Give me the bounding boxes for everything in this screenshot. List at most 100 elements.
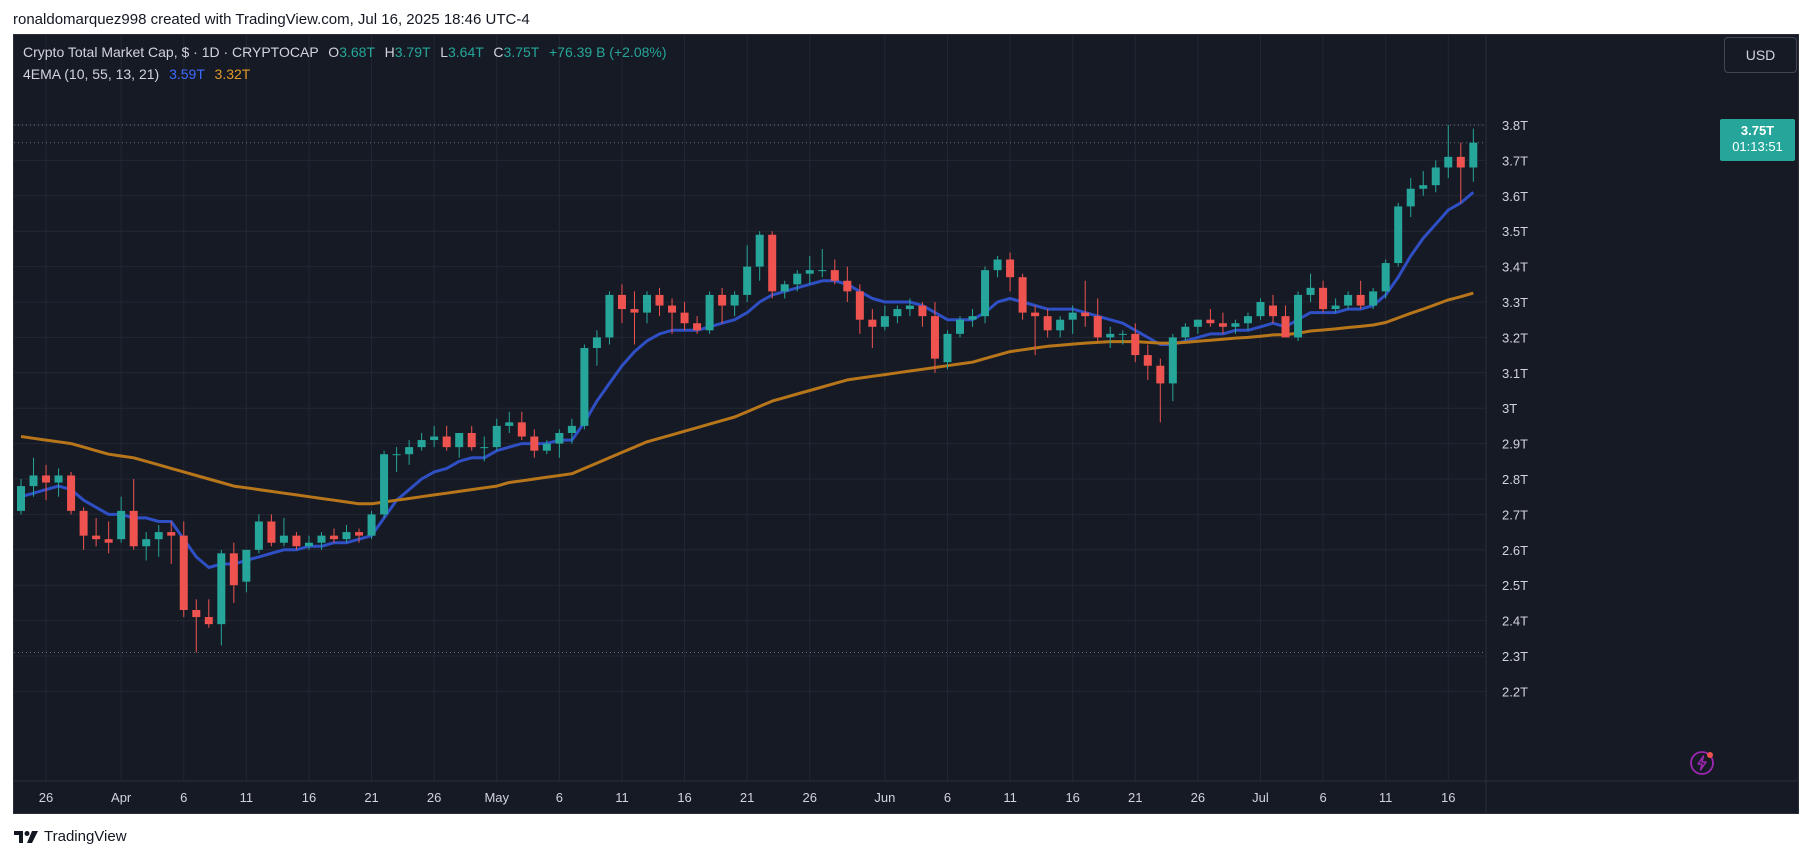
ema-fast-value: 3.59T — [169, 66, 205, 82]
lightning-icon[interactable] — [1688, 749, 1716, 777]
candle — [1269, 294, 1277, 324]
currency-button[interactable]: USD — [1724, 37, 1797, 73]
candle — [981, 266, 990, 324]
candle — [643, 291, 651, 324]
candle-body — [455, 432, 464, 448]
candle-body — [893, 309, 902, 317]
candle — [1056, 316, 1065, 338]
candle-body — [480, 447, 489, 449]
candle-body — [956, 319, 964, 334]
candle-body — [54, 475, 63, 483]
candle-body — [154, 532, 163, 540]
price-levels — [14, 124, 1486, 653]
price-chart[interactable]: 2.2T 2.3T 2.4T 2.5T 2.6T 2.7T 2.8T 2.9T 3T 3.1T 3.… — [14, 35, 1799, 814]
candle — [192, 599, 201, 653]
change-value: +76.39 B (+2.08%) — [548, 44, 667, 60]
candle-body — [1256, 302, 1265, 317]
candle — [843, 266, 852, 302]
candle-body — [392, 454, 401, 456]
candle-body — [843, 280, 852, 292]
candle — [142, 532, 151, 561]
candle-body — [930, 316, 939, 359]
candle-body — [442, 436, 451, 448]
candle-body — [1193, 319, 1202, 327]
x-tick-label: Jul — [1252, 790, 1269, 805]
candle-body — [1006, 259, 1015, 278]
candle-body — [1356, 294, 1365, 306]
candle — [1181, 323, 1190, 341]
candle — [1118, 330, 1127, 345]
candle-body — [868, 319, 877, 327]
candle — [1356, 280, 1365, 310]
last-price-label: 3.75T 01:13:51 — [1720, 119, 1795, 161]
y-tick-label: 3.6T — [1502, 189, 1528, 204]
x-tick-label: Apr — [111, 790, 132, 805]
candle-body — [755, 234, 764, 267]
y-tick-label: 2.6T — [1502, 543, 1528, 558]
candle — [367, 510, 376, 540]
candle-body — [1106, 333, 1115, 338]
candle — [793, 270, 802, 292]
candle-body — [1431, 167, 1440, 186]
candle-body — [1456, 156, 1465, 168]
candle-body — [617, 294, 626, 310]
candle — [655, 287, 664, 317]
candle — [292, 532, 301, 550]
y-tick-label: 2.5T — [1502, 578, 1528, 593]
high-value: 3.79T — [394, 44, 431, 60]
footer-brand[interactable]: TradingView — [13, 828, 127, 845]
candle — [279, 517, 288, 547]
candle-body — [880, 316, 889, 327]
candle — [1143, 344, 1152, 380]
candle — [1331, 298, 1340, 313]
candle — [492, 418, 501, 451]
candle-body — [1081, 312, 1090, 317]
chart-panel[interactable]: 2.2T 2.3T 2.4T 2.5T 2.6T 2.7T 2.8T 2.9T 3T 3.1T 3.… — [13, 34, 1799, 814]
y-tick-label: 3.4T — [1502, 260, 1528, 275]
candle — [530, 429, 539, 458]
ema-fast-line — [20, 191, 1475, 569]
candle — [179, 521, 188, 618]
candle — [1131, 323, 1140, 363]
chart-caption: ronaldomarquez998 created with TradingVi… — [13, 11, 530, 28]
candle-body — [655, 294, 664, 306]
candle — [1106, 326, 1115, 349]
candle-body — [92, 535, 101, 540]
candle — [1319, 280, 1328, 313]
candle-body — [705, 294, 714, 331]
symbol-title[interactable]: Crypto Total Market Cap, $ · 1D · CRYPTO… — [23, 44, 319, 60]
x-tick-label: 11 — [615, 790, 629, 805]
candle — [680, 302, 689, 331]
candle — [380, 450, 389, 518]
candle-body — [17, 486, 25, 511]
candle — [254, 514, 263, 554]
candle — [805, 255, 814, 285]
x-tick-label: 26 — [427, 790, 441, 805]
x-tick-label: 16 — [677, 790, 691, 805]
symbol-legend[interactable]: Crypto Total Market Cap, $ · 1D · CRYPTO… — [23, 44, 667, 60]
candle — [893, 305, 902, 324]
y-tick-label: 3.7T — [1502, 153, 1528, 168]
candle-body — [605, 294, 614, 338]
y-tick-label: 3.1T — [1502, 366, 1528, 381]
candle — [42, 464, 51, 501]
indicator-legend[interactable]: 4EMA (10, 55, 13, 21) 3.59T 3.32T — [23, 66, 250, 82]
candle — [693, 316, 702, 334]
candle-body — [905, 305, 914, 310]
candle-body — [805, 270, 814, 274]
low-key: L — [440, 44, 448, 60]
y-tick-label: 3.2T — [1502, 330, 1528, 345]
candle-body — [1469, 142, 1478, 168]
candle-body — [1406, 188, 1415, 207]
candle-body — [79, 510, 88, 536]
candle — [417, 432, 426, 451]
candle-body — [1344, 294, 1353, 306]
candle-body — [530, 436, 539, 451]
indicator-title[interactable]: 4EMA (10, 55, 13, 21) — [23, 66, 160, 82]
candle — [580, 344, 589, 430]
candle-body — [117, 510, 126, 540]
candle — [1431, 160, 1440, 193]
candle-body — [242, 549, 251, 582]
ema-slow-line — [20, 291, 1474, 506]
y-tick-label: 2.7T — [1502, 507, 1528, 522]
